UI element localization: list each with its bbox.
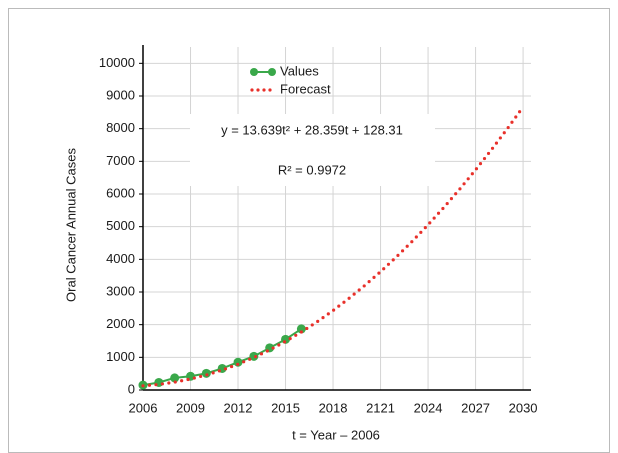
- data-point: [296, 324, 306, 334]
- plot: [138, 105, 525, 390]
- r-squared: R² = 0.9972: [278, 162, 346, 177]
- y-tick-label: 6000: [106, 185, 135, 200]
- legend-marker: [250, 68, 258, 76]
- annotation-box: [190, 114, 435, 186]
- y-tick-label: 5000: [106, 218, 135, 233]
- data-point: [249, 351, 259, 361]
- x-tick-label: 2006: [129, 400, 158, 415]
- y-tick-label: 10000: [99, 55, 135, 70]
- frame: [8, 8, 610, 453]
- y-tick-label: 4000: [106, 251, 135, 266]
- legend-label: Forecast: [280, 81, 331, 96]
- y-axis-label: Oral Cancer Annual Cases: [63, 148, 78, 302]
- x-axis-label: t = Year – 2006: [292, 427, 380, 442]
- y-tick-label: 3000: [106, 283, 135, 298]
- y-tick-label: 7000: [106, 153, 135, 168]
- x-tick-label: 2018: [319, 400, 348, 415]
- equation: y = 13.639t² + 28.359t + 128.31: [221, 122, 403, 137]
- data-point: [233, 357, 243, 367]
- y-tick-label: 1000: [106, 349, 135, 364]
- x-tick-label: 2024: [414, 400, 443, 415]
- x-tick-label: 2009: [176, 400, 205, 415]
- forecast-line: [141, 105, 525, 388]
- x-tick-label: 2012: [224, 400, 253, 415]
- x-tick-label: 2027: [461, 400, 490, 415]
- data-point: [170, 373, 180, 383]
- y-tick-label: 9000: [106, 87, 135, 102]
- x-tick-label: 2121: [366, 400, 395, 415]
- legend-label: Values: [280, 63, 319, 78]
- y-tick-label: 2000: [106, 316, 135, 331]
- x-tick-label: 2015: [271, 400, 300, 415]
- legend: Values Forecast: [250, 63, 331, 96]
- x-tick-label: 2030: [509, 400, 538, 415]
- y-tick-label: 8000: [106, 120, 135, 135]
- y-tick-label: 0: [128, 381, 135, 396]
- legend-marker: [268, 68, 276, 76]
